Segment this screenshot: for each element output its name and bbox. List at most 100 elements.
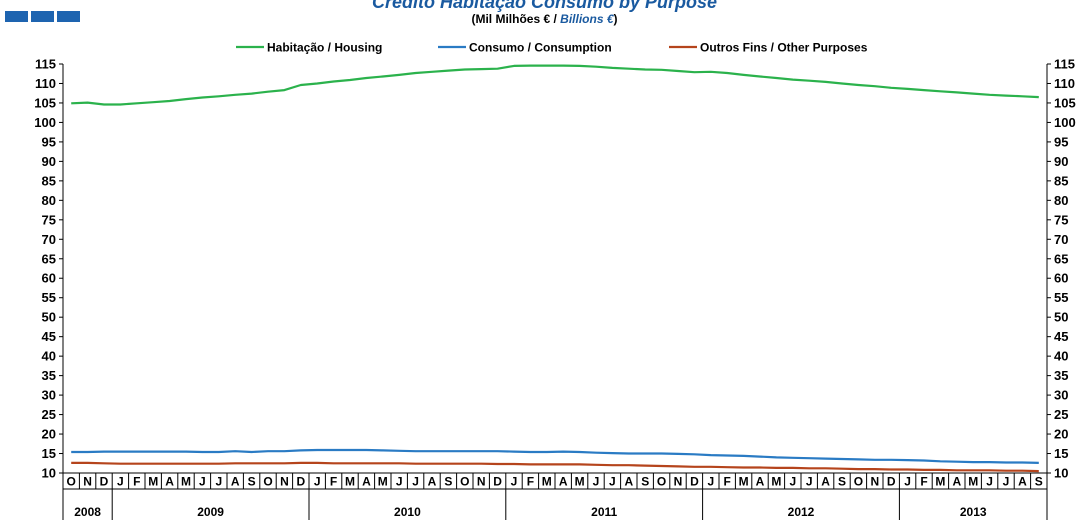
y-tick-label-left: 110 xyxy=(35,76,56,91)
legend-label: Consumo / Consumption xyxy=(469,41,612,55)
month-label: S xyxy=(641,475,649,489)
legend-label: Outros Fins / Other Purposes xyxy=(700,41,868,55)
y-tick-label-right: 15 xyxy=(1054,446,1068,461)
y-tick-label-right: 20 xyxy=(1054,427,1068,442)
month-label: J xyxy=(707,475,714,489)
month-label: S xyxy=(1035,475,1043,489)
month-label: M xyxy=(771,475,781,489)
subtitle-pt: (Mil Milhões € / xyxy=(471,12,561,26)
month-label: A xyxy=(821,475,830,489)
month-label: D xyxy=(690,475,699,489)
chart-title: Crédito Habitação Consumo by Purpose xyxy=(371,0,718,12)
month-label: N xyxy=(870,475,879,489)
month-label: A xyxy=(428,475,437,489)
month-label: J xyxy=(1003,475,1010,489)
series-line xyxy=(71,448,1039,464)
y-tick-label-left: 85 xyxy=(42,173,56,188)
month-label: O xyxy=(854,475,863,489)
y-tick-label-left: 80 xyxy=(42,193,56,208)
y-tick-label-right: 10 xyxy=(1054,466,1068,481)
month-label: A xyxy=(756,475,765,489)
blue-decor-tiles xyxy=(5,11,80,22)
y-tick-label-right: 50 xyxy=(1054,310,1068,325)
y-tick-label-left: 100 xyxy=(34,115,56,130)
month-label: M xyxy=(378,475,388,489)
y-tick-label-left: 25 xyxy=(42,407,56,422)
month-label: J xyxy=(904,475,911,489)
month-label: O xyxy=(263,475,272,489)
month-label: F xyxy=(724,475,731,489)
month-label: S xyxy=(838,475,846,489)
y-tick-label-left: 105 xyxy=(34,95,56,110)
y-tick-label-left: 60 xyxy=(42,271,56,286)
y-tick-label-left: 115 xyxy=(35,57,56,72)
y-tick-label-right: 75 xyxy=(1054,212,1068,227)
month-label: N xyxy=(477,475,486,489)
month-label: J xyxy=(412,475,419,489)
month-label: J xyxy=(314,475,321,489)
month-label: D xyxy=(493,475,502,489)
month-label: N xyxy=(674,475,683,489)
year-label: 2011 xyxy=(591,505,617,519)
axes: 10 10 15 15 20 20 25 25 30 30 35 35 40 40 45 45 50 50 55 55… xyxy=(34,57,1075,481)
month-label: O xyxy=(67,475,76,489)
month-label: A xyxy=(1018,475,1027,489)
month-label: M xyxy=(739,475,749,489)
y-tick-label-right: 35 xyxy=(1054,368,1068,383)
y-tick-label-left: 65 xyxy=(42,251,56,266)
y-tick-label-left: 10 xyxy=(42,466,56,481)
month-label: F xyxy=(527,475,534,489)
year-label: 2008 xyxy=(74,505,101,519)
month-label: A xyxy=(624,475,633,489)
month-label: S xyxy=(248,475,256,489)
y-tick-label-right: 60 xyxy=(1054,271,1068,286)
y-tick-label-right: 115 xyxy=(1054,57,1075,72)
legend: Habitação / Housing Consumo / Consumption… xyxy=(236,41,868,55)
month-label: A xyxy=(231,475,240,489)
y-tick-label-right: 30 xyxy=(1054,388,1068,403)
y-tick-label-left: 40 xyxy=(42,349,56,364)
month-label: F xyxy=(330,475,337,489)
month-label: J xyxy=(117,475,124,489)
month-label: D xyxy=(100,475,109,489)
y-tick-label-left: 20 xyxy=(42,427,56,442)
blue-tile xyxy=(5,11,28,22)
blue-tile xyxy=(31,11,54,22)
month-label: M xyxy=(935,475,945,489)
month-label: M xyxy=(968,475,978,489)
month-label: O xyxy=(460,475,469,489)
month-label: J xyxy=(806,475,813,489)
month-label: F xyxy=(133,475,140,489)
series-line xyxy=(71,64,1039,106)
chart-subtitle: (Mil Milhões € / Billions €) xyxy=(0,12,1089,26)
y-tick-label-right: 70 xyxy=(1054,232,1068,247)
month-label: M xyxy=(345,475,355,489)
y-tick-label-left: 75 xyxy=(42,212,56,227)
year-label: 2010 xyxy=(394,505,421,519)
y-tick-label-right: 105 xyxy=(1054,95,1076,110)
month-label: J xyxy=(609,475,616,489)
y-tick-label-left: 90 xyxy=(42,154,56,169)
year-label: 2013 xyxy=(960,505,987,519)
y-tick-label-right: 55 xyxy=(1054,290,1068,305)
month-label: J xyxy=(789,475,796,489)
month-label: J xyxy=(986,475,993,489)
month-label: J xyxy=(199,475,206,489)
month-label: A xyxy=(362,475,371,489)
y-tick-label-left: 45 xyxy=(42,329,56,344)
legend-label: Habitação / Housing xyxy=(267,41,382,55)
month-label: D xyxy=(296,475,305,489)
month-label: M xyxy=(181,475,191,489)
month-label: A xyxy=(165,475,174,489)
y-tick-label-right: 25 xyxy=(1054,407,1068,422)
y-tick-label-right: 95 xyxy=(1054,134,1068,149)
series-line xyxy=(71,461,1039,473)
month-label: N xyxy=(280,475,289,489)
year-label: 2012 xyxy=(788,505,815,519)
month-label: S xyxy=(444,475,452,489)
subtitle-end: ) xyxy=(613,12,618,26)
y-tick-label-left: 95 xyxy=(42,134,56,149)
month-label: J xyxy=(215,475,222,489)
